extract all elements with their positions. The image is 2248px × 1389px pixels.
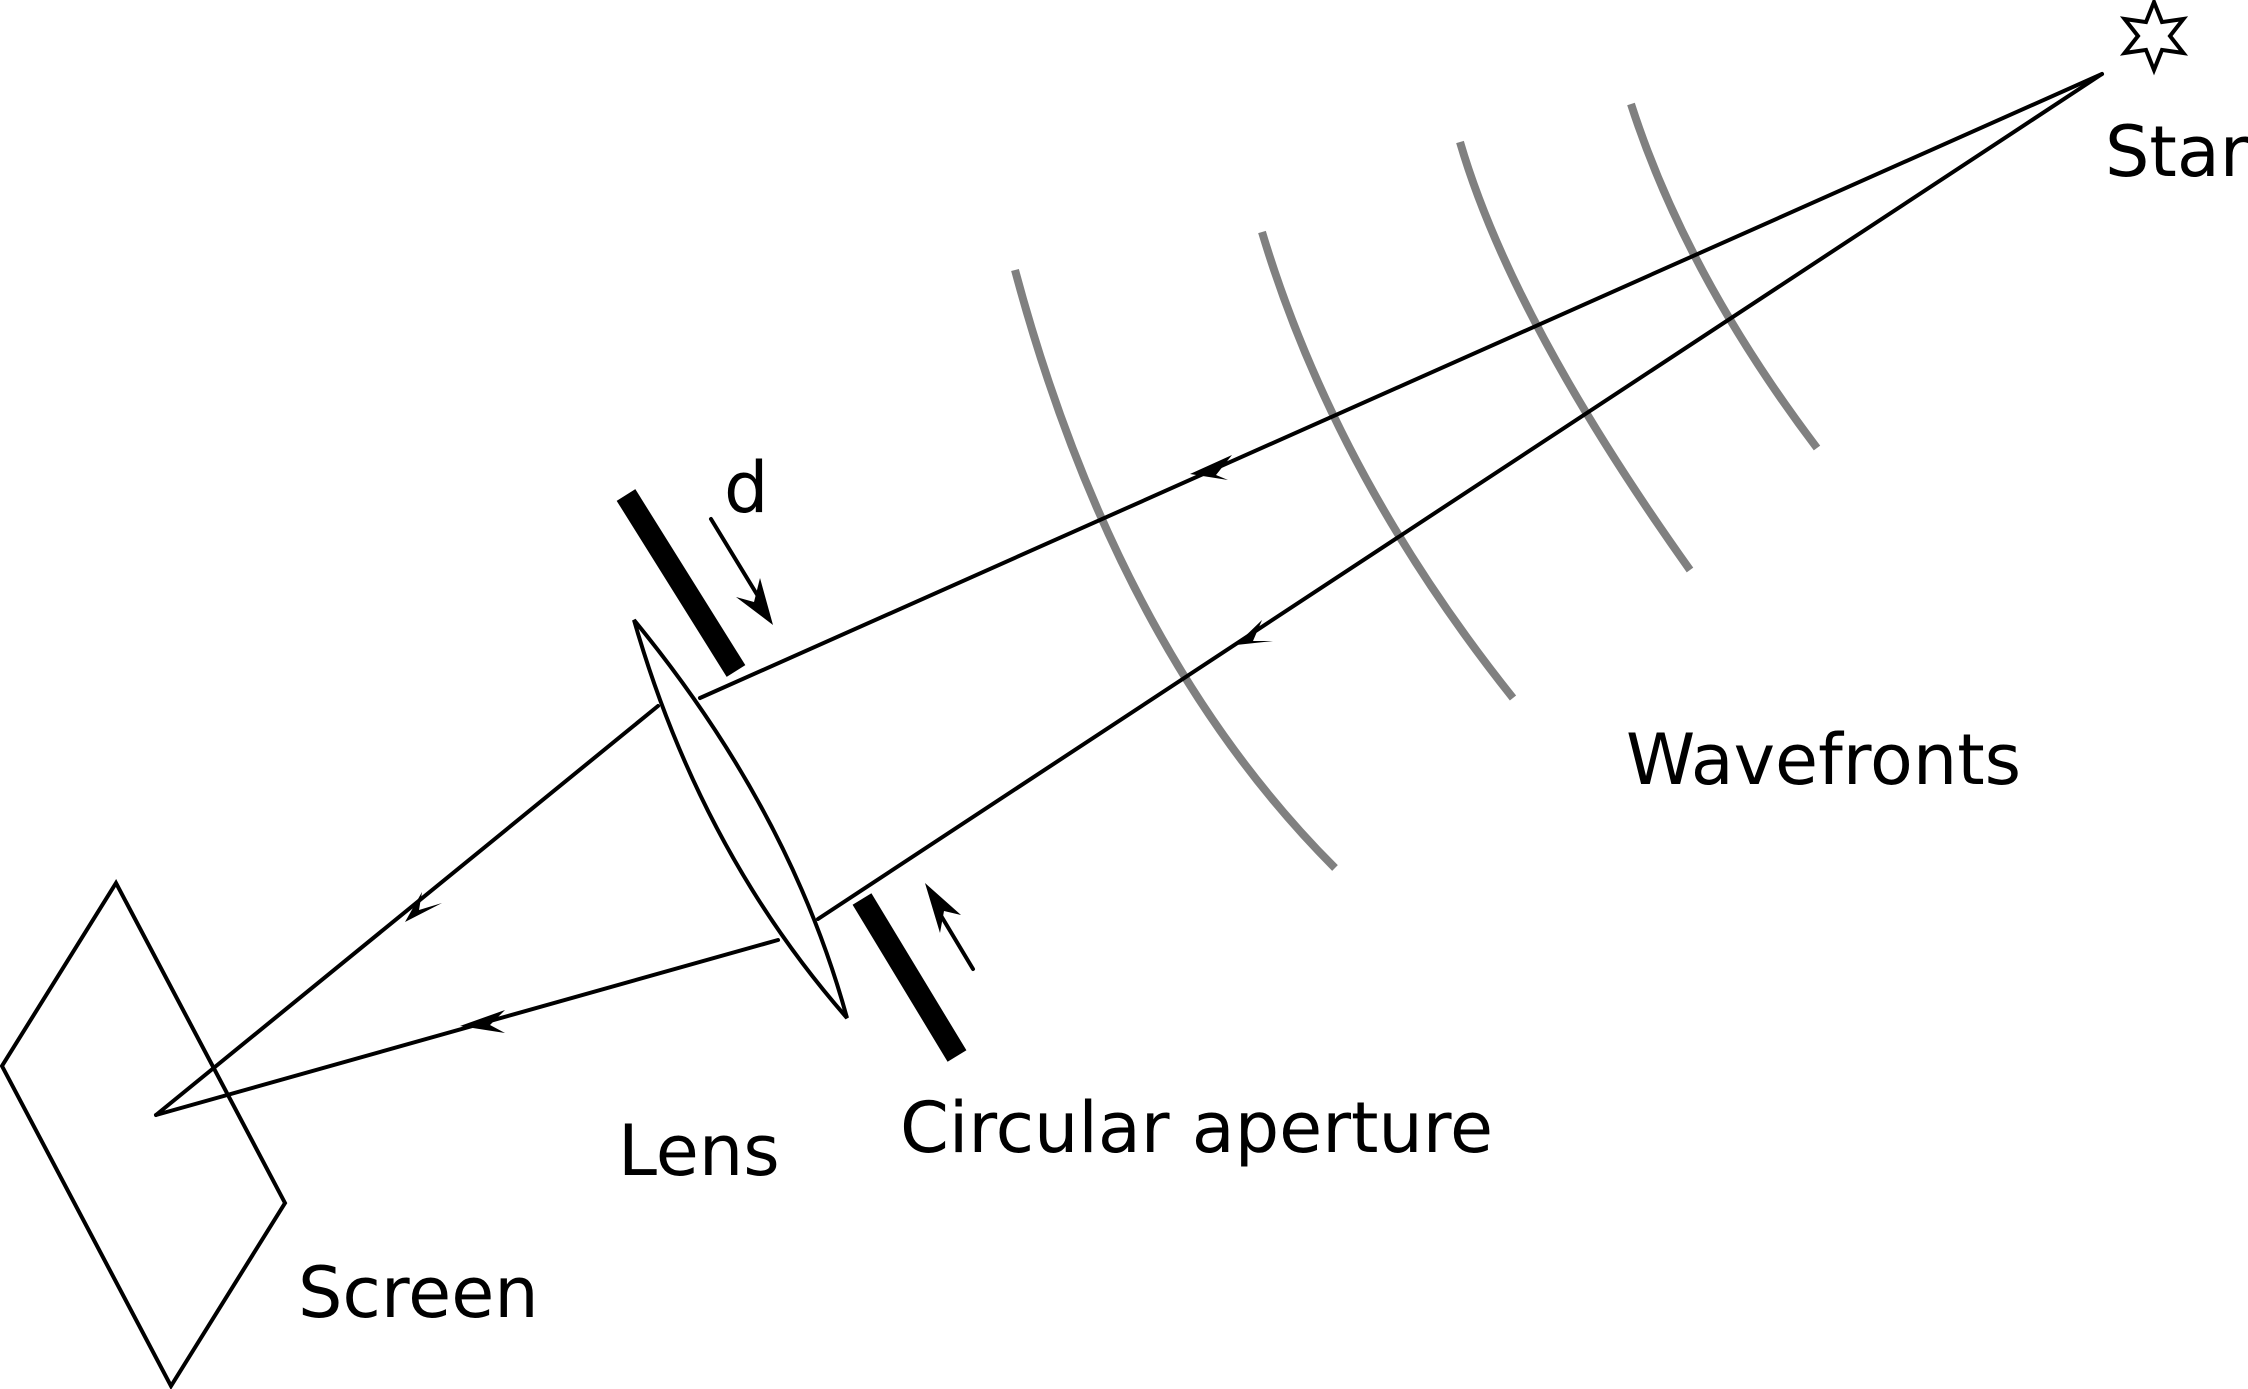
aperture-label: Circular aperture (900, 1087, 1493, 1169)
wavefront-2 (1258, 230, 1517, 701)
wavefront-4 (1627, 102, 1821, 451)
upper-incoming-ray (698, 72, 2104, 700)
wavefronts-group (1011, 102, 1821, 871)
screen-label: Screen (298, 1252, 539, 1334)
d-arrow-upper-shaft (709, 517, 766, 608)
lower-incoming-ray (816, 72, 2104, 921)
lens-shape (632, 618, 849, 1020)
lens-label: Lens (618, 1110, 780, 1192)
star-icon (2119, 0, 2189, 76)
wavefront-3 (1456, 140, 1694, 573)
star-label: Star (2105, 111, 2248, 193)
arrowhead-lower-focused (460, 1010, 505, 1033)
wavefront-1 (1011, 268, 1338, 871)
d-label: d (724, 447, 768, 529)
arrowhead-lower-incoming (1236, 620, 1273, 645)
upper-focused-ray (154, 704, 660, 1117)
wavefronts-label: Wavefronts (1626, 719, 2021, 801)
lower-focused-ray (154, 938, 780, 1117)
screen-shape (0, 878, 288, 1389)
arrowhead-upper-focused (405, 892, 442, 922)
d-arrow-upper-head (736, 578, 773, 625)
d-arrow-lower-head (925, 883, 961, 933)
aperture-plate-upper (616, 489, 746, 677)
arrowhead-upper-incoming (1190, 455, 1232, 480)
aperture-plate-lower (852, 893, 967, 1062)
d-arrow-lower-shaft (935, 907, 975, 971)
